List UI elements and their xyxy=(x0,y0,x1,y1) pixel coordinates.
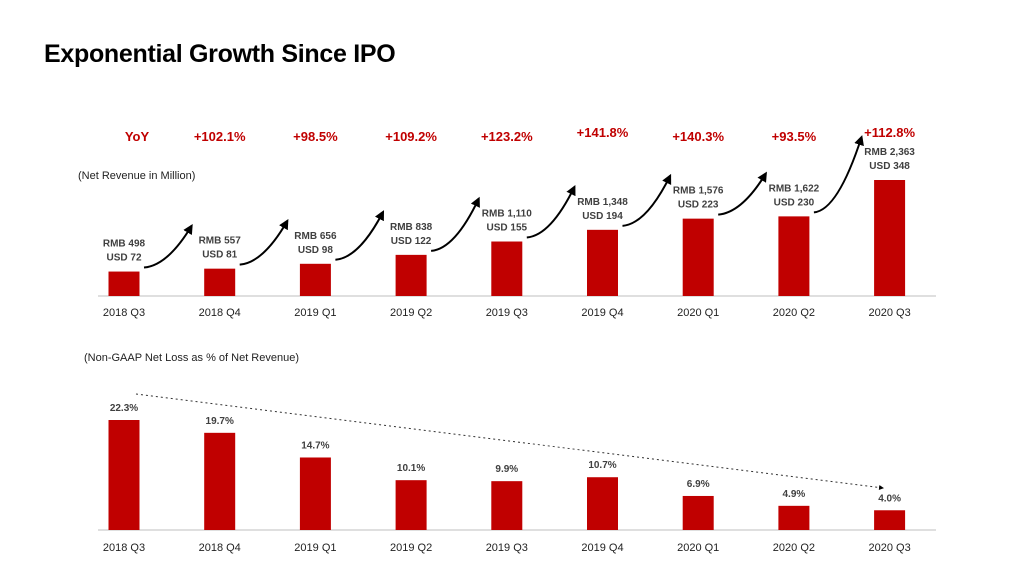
revenue-x-tick: 2019 Q4 xyxy=(581,307,623,319)
loss-x-tick: 2020 Q3 xyxy=(868,542,910,554)
revenue-usd-label: USD 72 xyxy=(106,253,141,264)
revenue-bar xyxy=(491,241,523,296)
loss-data-label: 10.7% xyxy=(588,460,616,471)
loss-bar xyxy=(491,481,523,530)
revenue-usd-label: USD 348 xyxy=(869,161,910,172)
yoy-value: +98.5% xyxy=(293,129,338,144)
loss-x-tick: 2019 Q4 xyxy=(581,542,623,554)
revenue-bar xyxy=(395,254,427,296)
growth-arrow xyxy=(239,219,289,266)
revenue-chart: RMB 498 USD 72 2018 Q3 RMB 557 USD 81 2018 Q4… xyxy=(103,125,916,319)
loss-data-label: 22.3% xyxy=(110,403,138,414)
revenue-x-tick: 2019 Q2 xyxy=(390,307,432,319)
growth-arrow xyxy=(143,223,193,269)
page-title: Exponential Growth Since IPO xyxy=(44,40,396,68)
loss-data-label: 9.9% xyxy=(495,464,518,475)
loss-bar xyxy=(395,480,427,530)
loss-data-label: 19.7% xyxy=(206,416,234,427)
growth-arrow xyxy=(335,210,385,261)
revenue-rmb-label: RMB 557 xyxy=(199,236,242,247)
loss-x-tick: 2018 Q3 xyxy=(103,542,145,554)
revenue-rmb-label: RMB 498 xyxy=(103,239,146,250)
yoy-value: +112.8% xyxy=(864,125,915,140)
revenue-rmb-label: RMB 1,110 xyxy=(482,209,532,220)
loss-bar xyxy=(108,420,140,530)
loss-bar xyxy=(204,432,236,530)
loss-data-label: 4.9% xyxy=(783,489,806,500)
loss-data-label: 10.1% xyxy=(397,463,425,474)
loss-bar xyxy=(874,510,906,530)
growth-arrow xyxy=(622,173,672,227)
revenue-bar xyxy=(778,216,810,296)
growth-arrow xyxy=(718,171,767,216)
revenue-usd-label: USD 194 xyxy=(582,211,623,222)
revenue-x-tick: 2020 Q3 xyxy=(868,307,910,319)
loss-x-tick: 2020 Q1 xyxy=(677,542,719,554)
revenue-bar xyxy=(204,268,236,296)
revenue-usd-label: USD 230 xyxy=(774,197,815,208)
revenue-usd-label: USD 81 xyxy=(202,250,237,261)
yoy-value: +93.5% xyxy=(772,129,817,144)
revenue-usd-label: USD 98 xyxy=(298,245,333,256)
loss-x-tick: 2018 Q4 xyxy=(199,542,241,554)
revenue-bar xyxy=(299,263,331,296)
loss-axis-label: (Non-GAAP Net Loss as % of Net Revenue) xyxy=(84,352,299,364)
loss-bar xyxy=(587,477,618,530)
loss-data-label: 4.0% xyxy=(878,493,901,504)
loss-x-tick: 2019 Q3 xyxy=(486,542,528,554)
revenue-x-tick: 2020 Q1 xyxy=(677,307,719,319)
revenue-x-tick: 2018 Q3 xyxy=(103,307,145,319)
yoy-label: YoY xyxy=(125,129,150,144)
revenue-x-tick: 2019 Q3 xyxy=(486,307,528,319)
revenue-rmb-label: RMB 656 xyxy=(294,231,337,242)
revenue-usd-label: USD 122 xyxy=(391,236,432,247)
revenue-x-tick: 2020 Q2 xyxy=(773,307,815,319)
revenue-rmb-label: RMB 1,348 xyxy=(577,197,628,208)
loss-bar xyxy=(682,495,714,530)
growth-arrow xyxy=(430,196,480,252)
loss-x-tick: 2020 Q2 xyxy=(773,542,815,554)
loss-x-tick: 2019 Q1 xyxy=(294,542,336,554)
revenue-bar xyxy=(682,218,714,296)
revenue-bar xyxy=(874,180,906,296)
revenue-usd-label: USD 155 xyxy=(487,223,528,234)
revenue-usd-label: USD 223 xyxy=(678,200,719,211)
loss-data-label: 14.7% xyxy=(301,440,329,451)
yoy-value: +102.1% xyxy=(194,129,246,144)
loss-x-tick: 2019 Q2 xyxy=(390,542,432,554)
yoy-value: +140.3% xyxy=(672,129,724,144)
loss-bar xyxy=(778,505,810,530)
revenue-bar xyxy=(587,229,618,296)
loss-data-label: 6.9% xyxy=(687,479,710,490)
revenue-rmb-label: RMB 1,576 xyxy=(673,186,724,197)
yoy-value: +141.8% xyxy=(577,125,629,140)
yoy-value: +109.2% xyxy=(385,129,437,144)
growth-arrow xyxy=(813,135,864,214)
revenue-rmb-label: RMB 1,622 xyxy=(769,183,820,194)
revenue-bar xyxy=(108,271,140,296)
yoy-value: +123.2% xyxy=(481,129,533,144)
revenue-x-tick: 2018 Q4 xyxy=(199,307,241,319)
loss-bar xyxy=(299,457,331,530)
loss-trend-arrow xyxy=(135,393,884,490)
growth-arrow xyxy=(526,185,576,239)
revenue-rmb-label: RMB 838 xyxy=(390,222,433,233)
revenue-axis-label: (Net Revenue in Million) xyxy=(78,170,195,182)
revenue-rmb-label: RMB 2,363 xyxy=(864,147,915,158)
loss-chart: 22.3% 2018 Q3 19.7% 2018 Q4 14.7% 2019 Q1 10.1… xyxy=(103,403,911,554)
revenue-x-tick: 2019 Q1 xyxy=(294,307,336,319)
